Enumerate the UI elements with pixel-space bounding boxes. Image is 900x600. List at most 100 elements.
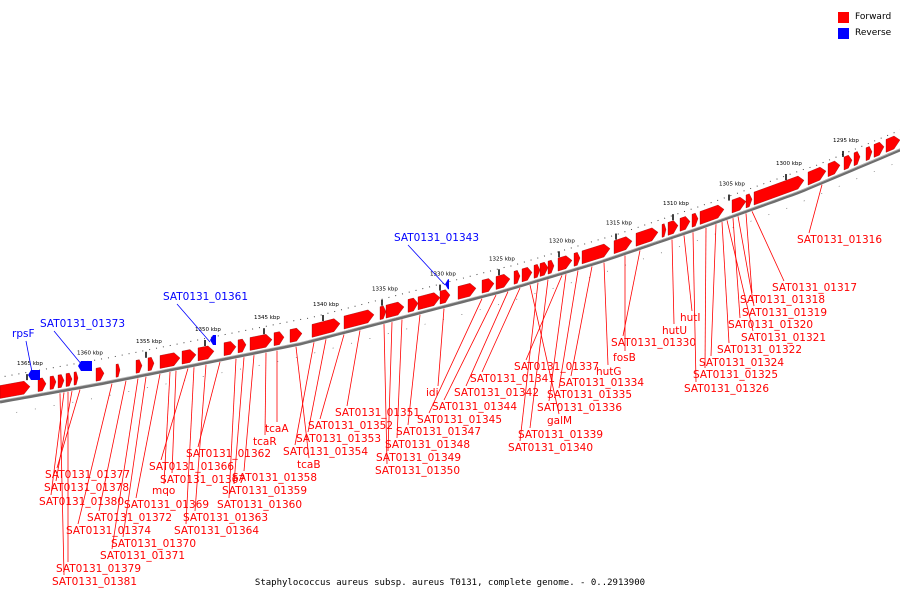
forward-gene-arrow [37,377,47,392]
forward-gene-arrow [197,345,215,362]
forward-gene-arrow [679,216,691,232]
forward-gene-leader [185,367,195,525]
forward-gene-leader [55,390,73,482]
forward-gene-arrow [539,262,549,277]
forward-gene-label: SAT0131_01321 [741,332,826,344]
forward-gene-leader [387,322,393,452]
forward-gene-leader [808,184,823,234]
forward-gene-arrow [573,252,581,267]
forward-gene-label: SAT0131_01379 [56,563,141,575]
forward-gene-label: fosB [613,352,636,364]
scale-tick-label: 1350 kbp [195,327,221,333]
forward-gene-label: SAT0131_01334 [559,377,644,389]
reverse-gene-arrow [210,335,216,345]
forward-gene-arrow [853,151,861,167]
forward-gene-leader [683,235,693,312]
forward-gene-leader [294,342,315,446]
forward-gene-label: hutU [662,325,687,337]
forward-gene-label: SAT0131_01340 [508,442,593,454]
forward-gene-label: SAT0131_01364 [174,525,259,537]
scale-tick-label: 1305 kbp [719,182,745,188]
forward-gene-arrow [223,341,237,356]
forward-gene-label: SAT0131_01359 [222,485,307,497]
forward-gene-arrow [513,270,521,285]
reverse-gene-label: SAT0131_01343 [394,232,479,244]
forward-gene-label: galM [547,415,572,427]
scale-tick-label: 1345 kbp [254,315,280,321]
reverse-gene-arrow [78,360,92,371]
reverse-gene-label: SAT0131_01373 [40,318,125,330]
forward-gene-leader [529,279,549,429]
forward-gene-leader [233,357,245,485]
forward-gene-leader [307,339,327,433]
forward-gene-label: SAT0131_01347 [396,426,481,438]
forward-gene-arrow [95,367,105,382]
forward-gene-leader [548,274,567,402]
forward-gene-label: SAT0131_01326 [684,383,769,395]
forward-gene-arrow [181,349,197,365]
forward-gene-arrow [115,363,121,378]
forward-gene-label: idi [426,387,439,399]
forward-gene-label: SAT0131_01360 [217,499,302,511]
forward-gene-leader [525,275,563,361]
scale-tick-label: 1325 kbp [489,256,515,262]
forward-gene-label: SAT0131_01352 [308,420,393,432]
legend: Forward Reverse [838,9,891,41]
forward-gene-label: SAT0131_01354 [283,446,368,458]
scale-tick-label: 1330 kbp [430,272,456,278]
forward-gene-arrow [547,259,555,275]
forward-gene-arrow [457,283,477,300]
forward-gene-arrow [495,274,511,290]
forward-gene-label: hutI [680,312,701,324]
forward-gene-leader [319,334,345,420]
forward-gene-leader [692,232,697,383]
genome-backbone [0,148,900,404]
forward-label: Forward [855,12,892,22]
forward-gene-leader [163,371,171,485]
forward-gene-leader [737,216,755,307]
forward-gene-arrow [873,141,885,158]
forward-gene-label: SAT0131_01324 [699,357,784,369]
reverse-swatch [838,27,849,39]
forward-gene-leader [111,378,139,550]
forward-gene-leader [671,239,675,325]
forward-gene-leader [135,373,161,499]
forward-gene-arrow [865,146,873,162]
forward-gene-label: tcaB [297,459,321,471]
forward-gene-label: SAT0131_01350 [375,465,460,477]
forward-gene-arrow [885,135,900,153]
forward-gene-label: SAT0131_01351 [335,407,420,419]
forward-gene-label: SAT0131_01319 [742,307,827,319]
forward-gene-arrow [807,166,827,186]
forward-gene-arrow [699,204,725,225]
forward-gene-leader [721,222,730,344]
forward-gene-leader [726,220,754,332]
forward-gene-label: SAT0131_01317 [772,282,857,294]
forward-gene-leader [570,266,593,377]
forward-gene-leader [407,314,421,426]
forward-gene-leader [77,383,113,525]
forward-gene-label: SAT0131_01320 [728,319,813,331]
forward-gene-label: SAT0131_01371 [100,550,185,562]
forward-gene-leader [745,213,753,294]
forward-gene-leader [396,319,403,439]
forward-gene-arrow [745,193,753,209]
scale-tick-label: 1300 kbp [776,161,802,167]
forward-gene-arrow [731,196,747,214]
forward-gene-leader [194,364,207,512]
forward-gene-arrow [379,305,387,320]
forward-gene-arrow [289,327,303,343]
forward-gene-label: SAT0131_01349 [376,452,461,464]
forward-gene-arrow [439,289,451,305]
forward-gene-arrow [249,334,273,351]
forward-gene-label: SAT0131_01353 [296,433,381,445]
forward-gene-label: SAT0131_01318 [740,294,825,306]
forward-gene-label: SAT0131_01372 [87,512,172,524]
forward-gene-arrow [613,236,633,254]
forward-gene-arrow [385,301,405,319]
forward-gene-arrow [49,375,57,390]
reverse-gene-label: SAT0131_01361 [163,291,248,303]
forward-gene-leader [732,218,741,319]
forward-gene-arrow [57,374,65,389]
